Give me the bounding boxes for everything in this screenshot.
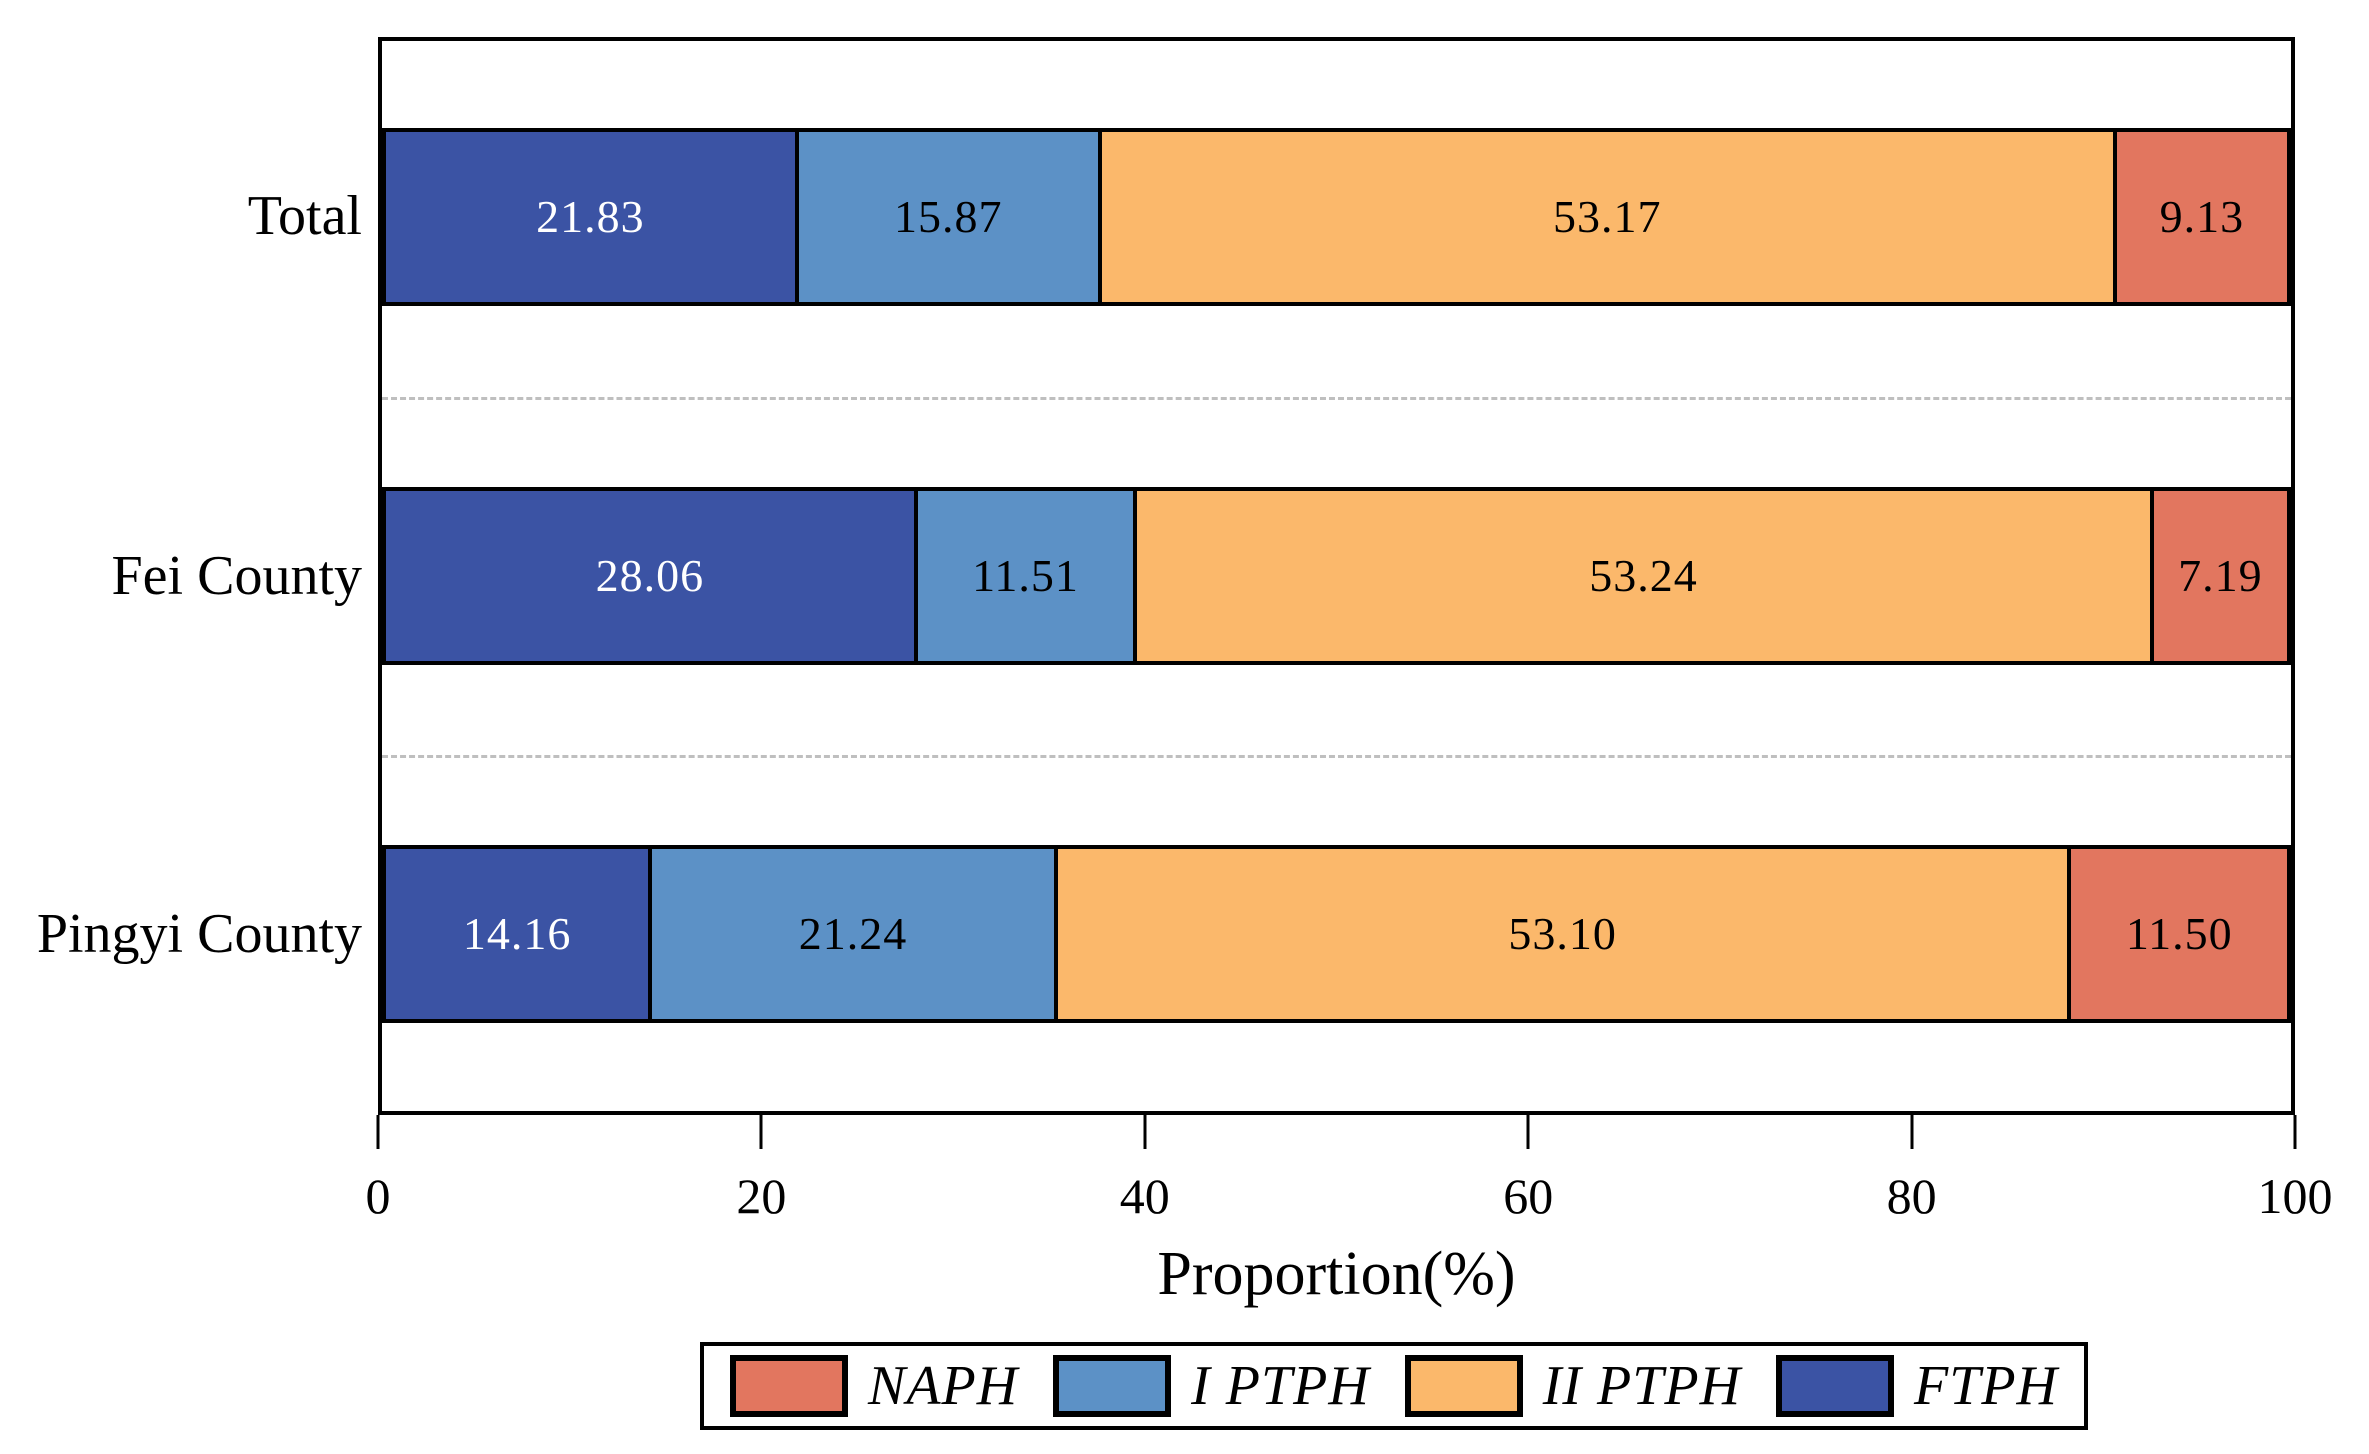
category-label-fei-county: Fei County bbox=[111, 545, 362, 607]
x-tick-mark bbox=[376, 1115, 380, 1149]
bar-segment-ii-ptph: 53.24 bbox=[1137, 487, 2154, 665]
legend-label: NAPH bbox=[868, 1355, 1019, 1417]
legend-entry-i-ptph: I PTPH bbox=[1053, 1355, 1370, 1417]
legend-label: II PTPH bbox=[1542, 1355, 1742, 1417]
legend-entry-ii-ptph: II PTPH bbox=[1404, 1355, 1742, 1417]
x-tick-label-20: 20 bbox=[736, 1168, 787, 1224]
legend-swatch-icon bbox=[1053, 1355, 1172, 1417]
legend-swatch-icon bbox=[1404, 1355, 1523, 1417]
x-tick-label-100: 100 bbox=[2257, 1168, 2333, 1224]
bar-row-fei-county: 28.06 11.51 53.24 7.19 bbox=[382, 487, 2291, 665]
bar-segment-ii-ptph: 53.17 bbox=[1101, 128, 2117, 306]
bar-segment-naph: 11.50 bbox=[2071, 845, 2291, 1023]
category-label-pingyi-county: Pingyi County bbox=[36, 903, 362, 965]
x-tick-label-80: 80 bbox=[1886, 1168, 1937, 1224]
bar-segment-ii-ptph: 53.10 bbox=[1057, 845, 2072, 1023]
x-axis-title: Proportion(%) bbox=[1157, 1240, 1516, 1308]
legend-label: I PTPH bbox=[1191, 1355, 1370, 1417]
legend-entry-ftph: FTPH bbox=[1775, 1355, 2058, 1417]
dashed-gridline bbox=[382, 397, 2291, 400]
bar-segment-i-ptph: 15.87 bbox=[798, 128, 1102, 306]
x-tick-label-40: 40 bbox=[1119, 1168, 1170, 1224]
bar-segment-i-ptph: 11.51 bbox=[917, 487, 1138, 665]
legend-box: NAPH I PTPH II PTPH FTPH bbox=[700, 1342, 2088, 1430]
x-tick-mark bbox=[1143, 1115, 1147, 1149]
legend-swatch-icon bbox=[1775, 1355, 1894, 1417]
bar-segment-ftph: 21.83 bbox=[382, 128, 799, 306]
legend-entry-naph: NAPH bbox=[730, 1355, 1018, 1417]
legend-swatch-icon bbox=[730, 1355, 848, 1417]
dashed-gridline bbox=[382, 755, 2291, 758]
bar-segment-i-ptph: 21.24 bbox=[652, 845, 1058, 1023]
x-tick-label-60: 60 bbox=[1503, 1168, 1554, 1224]
bar-segment-ftph: 14.16 bbox=[382, 845, 653, 1023]
plot-area: 21.83 15.87 53.17 9.13 28.06 11.51 53.24 7.19 14… bbox=[378, 37, 2295, 1115]
x-tick-mark bbox=[1526, 1115, 1530, 1149]
x-tick-mark bbox=[759, 1115, 763, 1149]
bar-segment-naph: 9.13 bbox=[2116, 128, 2291, 306]
bar-segment-naph: 7.19 bbox=[2153, 487, 2291, 665]
x-tick-mark bbox=[1910, 1115, 1914, 1149]
bar-row-pingyi-county: 14.16 21.24 53.10 11.50 bbox=[382, 845, 2291, 1023]
x-tick-mark bbox=[2293, 1115, 2297, 1149]
bar-row-total: 21.83 15.87 53.17 9.13 bbox=[382, 128, 2291, 306]
bar-segment-ftph: 28.06 bbox=[382, 487, 918, 665]
category-label-total: Total bbox=[247, 185, 362, 247]
legend-label: FTPH bbox=[1913, 1355, 2058, 1417]
x-tick-label-0: 0 bbox=[365, 1168, 391, 1224]
